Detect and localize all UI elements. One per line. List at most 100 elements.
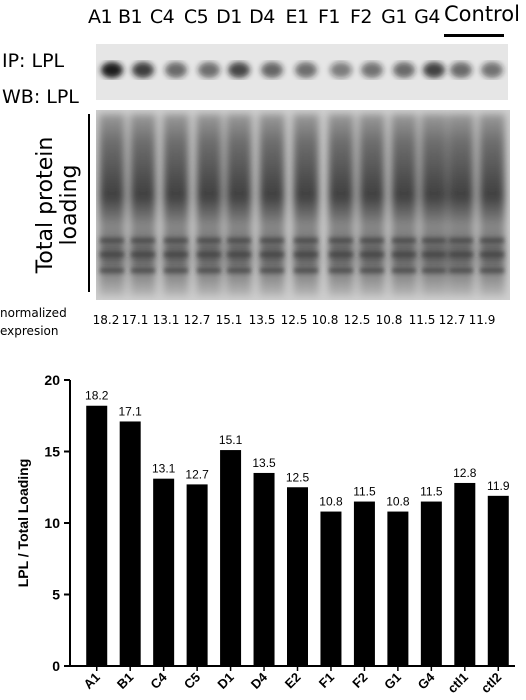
x-tick-label: C5	[181, 670, 203, 692]
bar-d1	[220, 450, 242, 666]
gel-band	[449, 268, 473, 273]
gel-band	[294, 268, 318, 273]
x-tick-label: D4	[248, 669, 271, 692]
bar-value-label: 13.5	[252, 456, 276, 470]
gel-band	[131, 252, 155, 257]
gel-band	[480, 268, 504, 273]
gel-lane	[328, 114, 354, 296]
wb-band	[330, 62, 352, 78]
gel-band	[392, 238, 416, 243]
normalized-value: 13.1	[152, 313, 180, 327]
bar-value-label: 13.1	[152, 462, 176, 476]
lane-label-a1: A1	[87, 6, 113, 28]
gel-band	[260, 252, 284, 257]
lane-label-d4: D4	[249, 6, 275, 28]
normalized-value: 12.7	[183, 313, 211, 327]
normalized-value: 10.8	[311, 313, 339, 327]
gel-lane	[359, 114, 385, 296]
bar-value-label: 18.2	[85, 389, 109, 403]
lane-label-g1: G1	[381, 6, 407, 28]
gel-band	[422, 268, 446, 273]
gel-band	[392, 252, 416, 257]
wb-band	[393, 62, 415, 78]
lane-label-c4: C4	[149, 6, 175, 28]
control-label: Control	[444, 2, 520, 26]
lane-label-c5: C5	[183, 6, 209, 28]
gel-band	[100, 252, 124, 257]
wb-band	[198, 62, 220, 78]
wb-band	[101, 62, 123, 78]
gel-lane	[259, 114, 285, 296]
bar-b1	[119, 421, 141, 666]
bar-value-label: 11.5	[420, 485, 443, 499]
gel-lane	[479, 114, 505, 296]
gel-band	[164, 252, 188, 257]
y-tick-label: 0	[52, 658, 60, 674]
x-tick-label: E2	[282, 670, 304, 692]
lane-label-f2: F2	[349, 6, 373, 28]
gel-band	[227, 252, 251, 257]
bar-value-label: 10.8	[319, 495, 343, 509]
gel-band	[422, 238, 446, 243]
lane-label-g4: G4	[414, 6, 440, 28]
total-protein-loading-label: Total protein loading	[33, 136, 82, 274]
normalized-value: 11.9	[468, 313, 496, 327]
gel-band	[227, 268, 251, 273]
lane-label-f1: F1	[317, 6, 341, 28]
x-tick-label: F2	[349, 670, 370, 691]
gel-lane	[293, 114, 319, 296]
wb-band	[261, 62, 283, 78]
gel-lane	[226, 114, 252, 296]
gel-band	[197, 252, 221, 257]
gel-lane	[130, 114, 156, 296]
gel-band	[360, 238, 384, 243]
gel-band	[480, 238, 504, 243]
y-tick-label: 15	[44, 444, 60, 460]
y-tick-label: 20	[44, 372, 60, 388]
wb-band	[228, 62, 250, 78]
wb-band	[423, 62, 445, 78]
normalized-value: 11.5	[408, 313, 436, 327]
bar-d4	[253, 472, 275, 666]
bar-g1	[387, 511, 409, 666]
gel-band	[197, 268, 221, 273]
gel-band	[422, 252, 446, 257]
y-tick-label: 10	[44, 515, 60, 531]
bar-f2	[353, 501, 375, 666]
x-tick-label: A1	[80, 670, 102, 692]
normalized-value: 17.1	[121, 313, 149, 327]
gel-band	[329, 252, 353, 257]
y-tick-label: 5	[52, 587, 60, 603]
bar-ctl1	[454, 482, 476, 666]
gel-band	[480, 252, 504, 257]
lane-label-b1: B1	[117, 6, 143, 28]
wb-band	[132, 62, 154, 78]
gel-lane	[99, 114, 125, 296]
western-blot-strip	[96, 44, 508, 100]
bar-f1	[320, 511, 342, 666]
gel-band	[360, 252, 384, 257]
wb-band	[361, 62, 383, 78]
y-axis-label: LPL / Total Loading	[15, 459, 31, 588]
gel-band	[100, 268, 124, 273]
gel-band	[449, 252, 473, 257]
gel-band	[131, 268, 155, 273]
gel-band	[360, 268, 384, 273]
bar-g4	[420, 501, 442, 666]
wb-band	[165, 62, 187, 78]
gel-band	[329, 268, 353, 273]
bar-value-label: 12.7	[185, 467, 209, 481]
normalized-value: 10.8	[375, 313, 403, 327]
bar-value-label: 12.8	[453, 466, 477, 480]
bar-value-label: 11.9	[487, 479, 510, 493]
x-tick-label: B1	[114, 670, 136, 692]
gel-band	[329, 238, 353, 243]
wb-band	[481, 62, 503, 78]
x-tick-label: D1	[214, 670, 236, 692]
control-bracket-line	[444, 34, 504, 37]
normalized-value: 15.1	[215, 313, 243, 327]
normalized-value: 13.5	[248, 313, 276, 327]
gel-band	[260, 238, 284, 243]
normalized-label-1: normalized	[0, 306, 67, 320]
wb-band	[295, 62, 317, 78]
